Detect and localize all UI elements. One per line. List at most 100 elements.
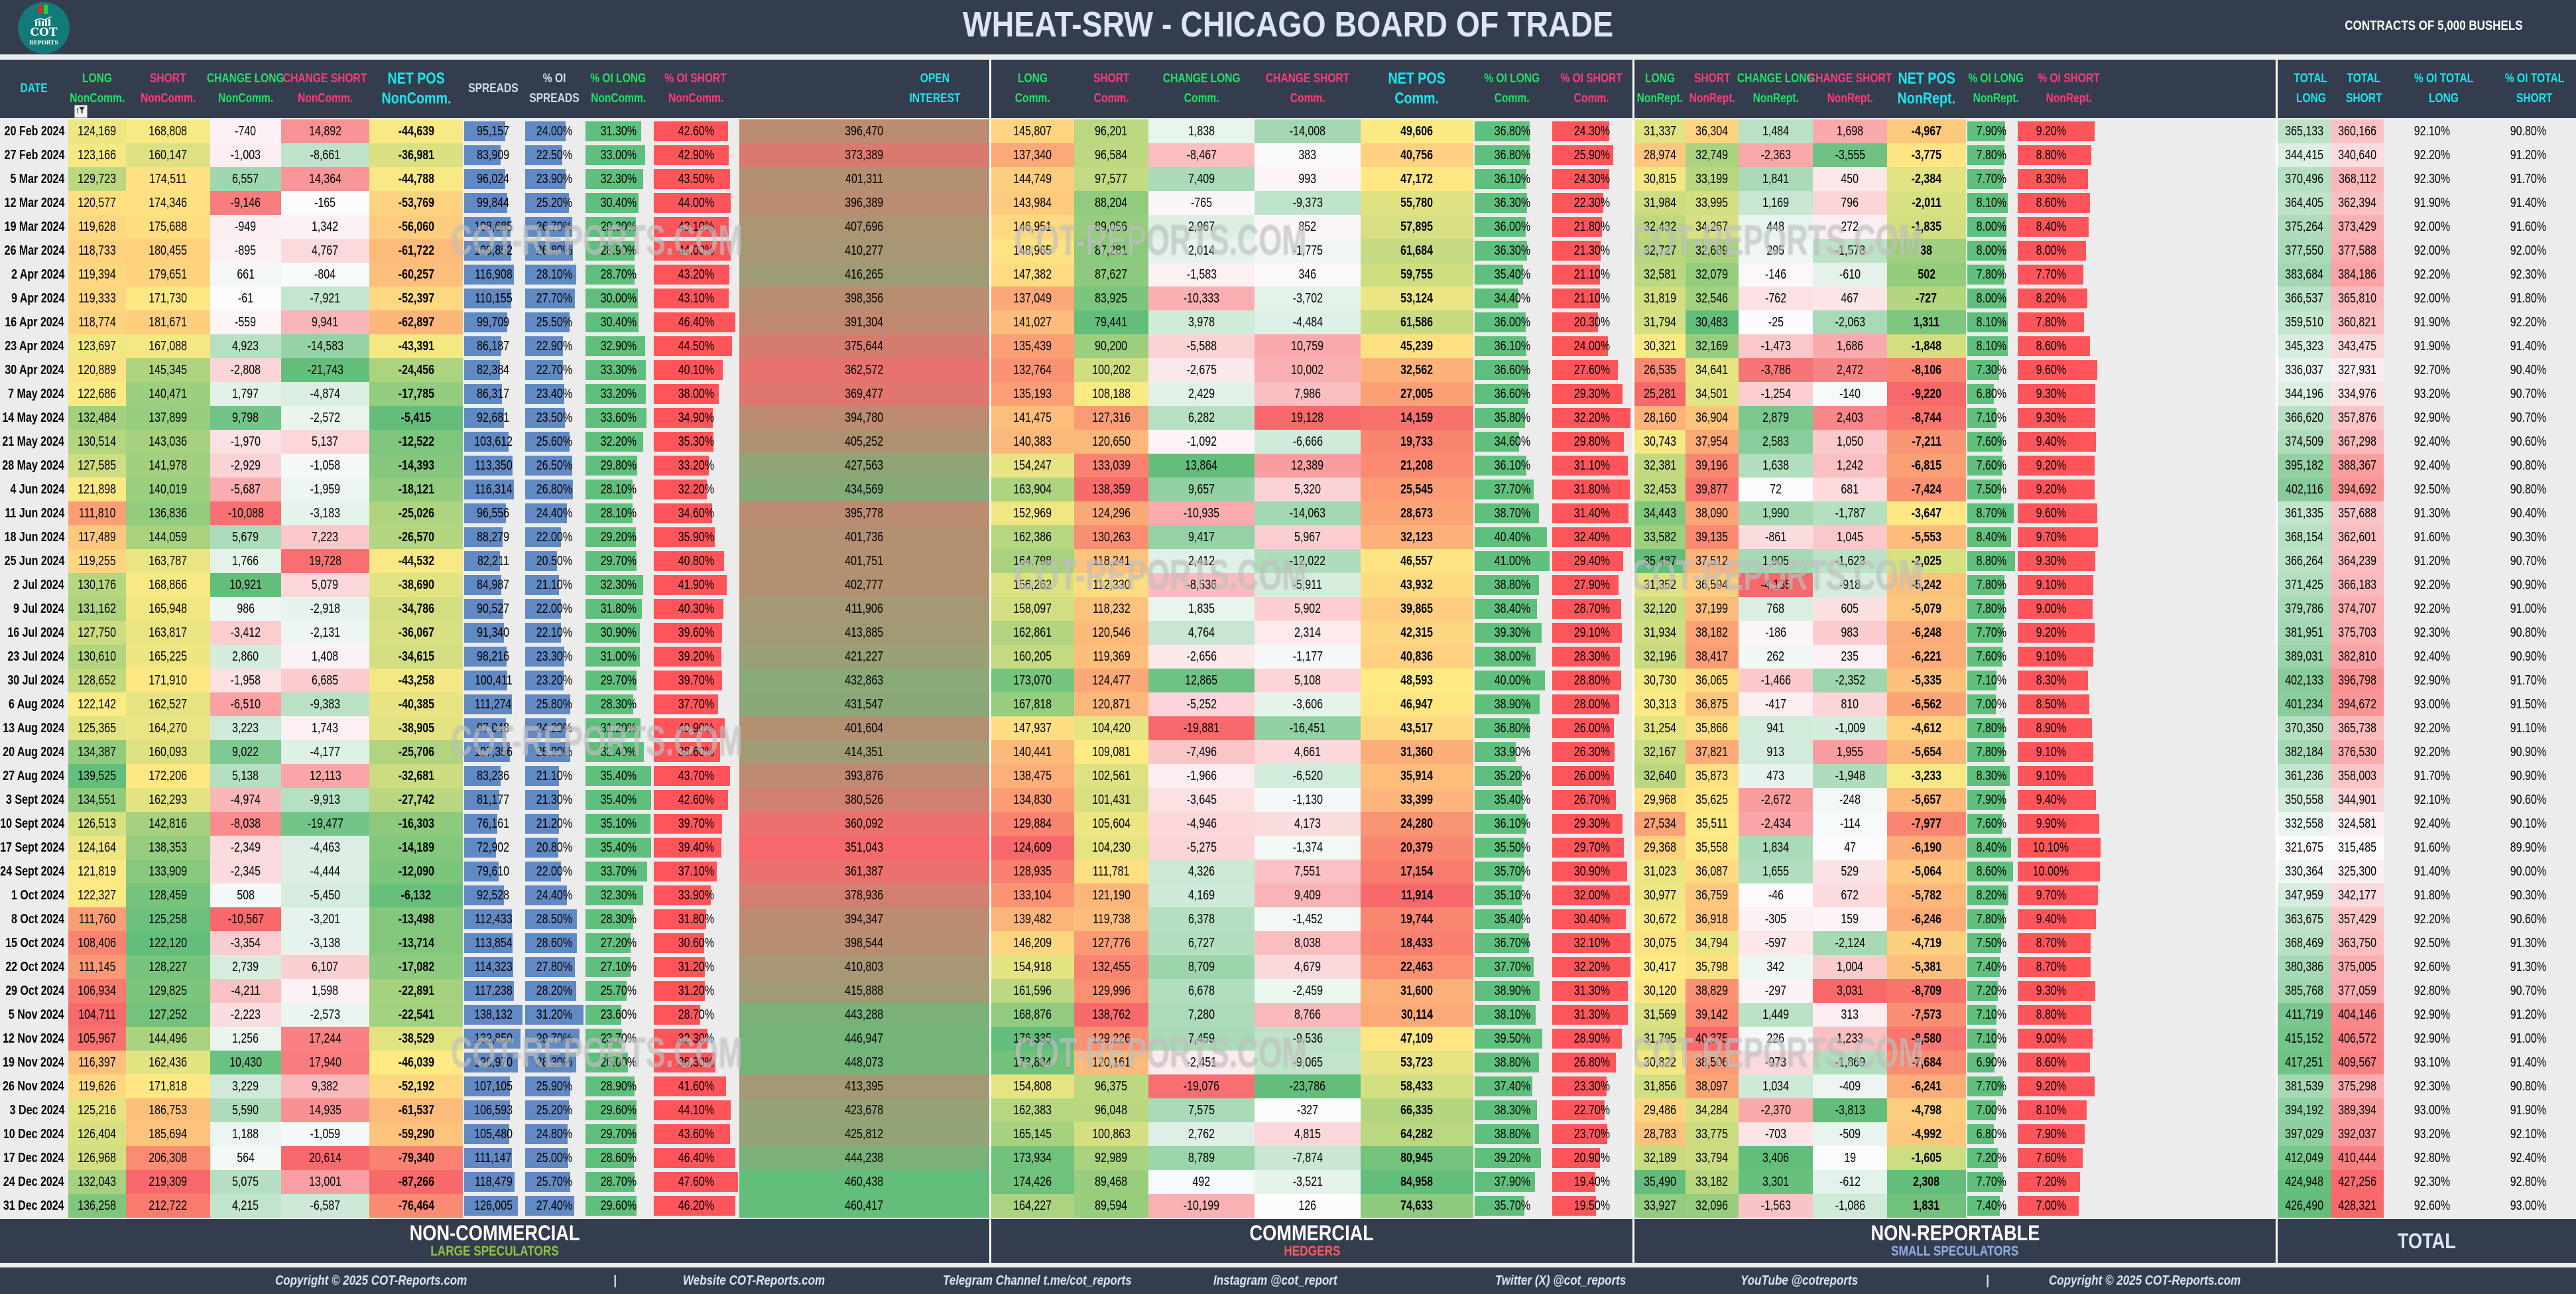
table-row[interactable]: 27 Aug 2024 139,525 172,206 5,138 12,113 -32,… (0, 764, 2576, 788)
table-row[interactable]: 15 Oct 2024 108,406 122,120 -3,354 -3,138 -13… (0, 931, 2576, 955)
header-line-1: % OI LONG (1484, 72, 1540, 86)
table-row[interactable]: 23 Apr 2024 123,697 167,088 4,923 -14,583 -43… (0, 334, 2576, 358)
table-row[interactable]: 31 Dec 2024 136,258 212,722 4,215 -6,587 -76,… (0, 1194, 2576, 1218)
table-row[interactable]: 18 Jun 2024 117,489 144,059 5,679 7,223 -26,5… (0, 525, 2576, 549)
column-header[interactable]: % OI TOTAL SHORT (2480, 60, 2576, 118)
table-row[interactable]: 3 Sept 2024 134,551 162,293 -4,974 -9,913 -27… (0, 788, 2576, 812)
table-row[interactable]: 9 Apr 2024 119,333 171,730 -61 -7,921 -52,397… (0, 287, 2576, 310)
column-header[interactable]: SHORT NonRept. (1686, 60, 1739, 118)
cell-value: 91.80% (2414, 887, 2450, 903)
column-header[interactable]: LONG NonRept. (1634, 60, 1686, 118)
table-row[interactable]: 19 Mar 2024 119,628 175,688 -949 1,342 -56,06… (0, 215, 2576, 239)
table-row[interactable]: 11 Jun 2024 111,810 136,836 -10,088 -3,183 -2… (0, 501, 2576, 525)
data-cell: 92.10% (2384, 119, 2480, 143)
column-header[interactable]: CHANGE SHORT NonRept. (1808, 60, 1892, 118)
table-row[interactable]: 22 Oct 2024 111,145 128,227 2,739 6,107 -17,0… (0, 955, 2576, 979)
column-header[interactable]: CHANGE LONG NonRept. (1737, 60, 1815, 118)
table-row[interactable]: 13 Aug 2024 125,365 164,270 3,223 1,743 -38,9… (0, 716, 2576, 740)
table-row[interactable]: 26 Mar 2024 118,733 180,455 -895 4,767 -61,72… (0, 239, 2576, 263)
cell-value: 377,059 (2338, 983, 2376, 998)
data-cell: 1,797 (210, 382, 281, 406)
telegram-link[interactable]: Telegram Channel t.me/cot_reports (943, 1273, 1132, 1288)
data-bar-cell: 29.70% (1552, 838, 1631, 858)
table-row[interactable]: 4 Jun 2024 121,898 140,019 -5,687 -1,959 -18,… (0, 478, 2576, 501)
sort-filter-button[interactable] (74, 105, 88, 118)
column-header[interactable]: % OI LONG NonRept. (1966, 60, 2026, 118)
table-row[interactable]: 6 Aug 2024 122,142 162,527 -6,510 -9,383 -40,… (0, 692, 2576, 716)
data-cell: 90.40% (2480, 358, 2576, 382)
data-bar-cell: 37.40% (1475, 1076, 1550, 1096)
table-row[interactable]: 2 Jul 2024 130,176 168,866 10,921 5,079 -38,6… (0, 573, 2576, 597)
table-row[interactable]: 10 Dec 2024 126,404 185,694 1,188 -1,059 -59,… (0, 1122, 2576, 1146)
column-header[interactable]: CHANGE SHORT NonComm. (281, 60, 369, 118)
table-row[interactable]: 12 Nov 2024 105,967 144,496 1,256 17,244 -38,… (0, 1027, 2576, 1051)
table-row[interactable]: 8 Oct 2024 111,760 125,258 -10,567 -3,201 -13… (0, 907, 2576, 931)
column-header[interactable]: % OI SHORT Comm. (1551, 60, 1632, 118)
column-header[interactable]: SHORT NonComm. (126, 60, 210, 118)
table-row[interactable]: 28 May 2024 127,585 141,978 -2,929 -1,058 -14… (0, 454, 2576, 478)
column-header[interactable]: TOTAL LONG (2278, 60, 2344, 118)
table-row[interactable]: 25 Jun 2024 119,255 163,787 1,766 19,728 -44,… (0, 549, 2576, 573)
column-header[interactable]: % OI LONG NonComm. (584, 60, 652, 118)
table-row[interactable]: 30 Jul 2024 128,652 171,910 -1,958 6,685 -43,… (0, 669, 2576, 692)
table-row[interactable]: 30 Apr 2024 120,889 145,345 -2,808 -21,743 -2… (0, 358, 2576, 382)
column-header[interactable]: OPEN INTEREST (882, 60, 988, 118)
table-row[interactable]: 7 May 2024 122,686 140,471 1,797 -4,874 -17,7… (0, 382, 2576, 406)
column-header[interactable]: % OI SHORT NonRept. (2026, 60, 2112, 118)
table-row[interactable]: 12 Mar 2024 120,577 174,346 -9,146 -165 -53,7… (0, 191, 2576, 215)
table-row[interactable]: 16 Apr 2024 118,774 181,671 -559 9,941 -62,89… (0, 310, 2576, 334)
bar-fill (654, 336, 732, 356)
table-row[interactable]: 23 Jul 2024 130,610 165,225 2,860 1,408 -34,6… (0, 645, 2576, 669)
table-row[interactable]: 3 Dec 2024 125,216 186,753 5,590 14,935 -61,5… (0, 1098, 2576, 1122)
data-bar-cell: 38.90% (1475, 694, 1550, 714)
header-line-1: CHANGE LONG (207, 72, 284, 86)
column-header[interactable]: SHORT Comm. (1074, 60, 1148, 118)
data-bar-cell: 24.00% (525, 121, 583, 141)
column-header[interactable]: LONG NonComm. (68, 60, 126, 118)
table-row[interactable]: 20 Aug 2024 134,387 160,093 9,022 -4,177 -25,… (0, 740, 2576, 764)
bar-fill (464, 360, 501, 380)
column-header[interactable]: NET POS NonRept. (1887, 60, 1966, 118)
table-row[interactable]: 10 Sept 2024 126,513 142,816 -8,038 -19,477-… (0, 812, 2576, 836)
youtube-link[interactable]: YouTube @cotreports (1741, 1273, 1859, 1288)
column-header[interactable]: CHANGE LONG Comm. (1148, 60, 1255, 118)
column-header[interactable]: % OI SPREADS (524, 60, 585, 118)
column-header[interactable]: TOTAL SHORT (2331, 60, 2397, 118)
cell-value: 8.80% (2036, 147, 2066, 162)
table-row[interactable]: 27 Feb 2024 123,166 160,147 -1,003 -8,661 -36… (0, 143, 2576, 167)
column-header[interactable]: % OI SHORT NonComm. (652, 60, 739, 118)
column-header[interactable]: SPREADS (463, 60, 524, 118)
table-row[interactable]: 5 Mar 2024 129,723 174,511 6,557 14,364 -44,7… (0, 167, 2576, 191)
table-row[interactable]: 17 Sept 2024 124,164 138,353 -2,349 -4,463 -1… (0, 836, 2576, 860)
table-row[interactable]: 14 May 2024 132,484 137,899 9,798 -2,572 -5,4… (0, 406, 2576, 430)
table-row[interactable]: 24 Dec 2024 132,043 219,309 5,075 13,001 -87,… (0, 1170, 2576, 1194)
table-row[interactable]: 26 Nov 2024 119,626 171,818 3,229 9,382 -52,1… (0, 1074, 2576, 1098)
table-row[interactable]: 17 Dec 2024 126,968 206,308 564 20,614 -79,34… (0, 1146, 2576, 1170)
table-row[interactable]: 2 Apr 2024 119,394 179,651 661 -804 -60,257 11… (0, 263, 2576, 287)
column-header[interactable]: NET POS NonComm. (369, 60, 463, 118)
column-header[interactable]: % OI LONG Comm. (1473, 60, 1551, 118)
twitter-link[interactable]: Twitter (X) @cot_reports (1495, 1273, 1626, 1288)
column-header[interactable]: DATE (0, 60, 68, 118)
cell-value: 7.70% (2036, 267, 2066, 282)
table-row[interactable]: 16 Jul 2024 127,750 163,817 -3,412 -2,131 -36… (0, 621, 2576, 645)
column-header[interactable]: NET POS Comm. (1361, 60, 1473, 118)
table-row[interactable]: 29 Oct 2024 106,934 129,825 -4,211 1,598 -22,… (0, 979, 2576, 1003)
table-row[interactable]: 5 Nov 2024 104,711 127,252 -2,223 -2,573 -22,… (0, 1003, 2576, 1027)
cell-value: 7.10% (1976, 1031, 2006, 1046)
data-bar-cell: 35.40% (1475, 909, 1550, 929)
table-row[interactable]: 20 Feb 2024 124,169 168,808 -740 14,892 -44,6… (0, 119, 2576, 143)
table-row[interactable]: 19 Nov 2024 116,397 162,436 10,430 17,940 -46… (0, 1051, 2576, 1074)
column-header[interactable]: CHANGE SHORT Comm. (1255, 60, 1361, 118)
table-row[interactable]: 24 Sept 2024 121,819 133,909 -2,345 -4,444 -1… (0, 860, 2576, 883)
column-header[interactable]: CHANGE LONG NonComm. (207, 60, 284, 118)
instagram-link[interactable]: Instagram @cot_report (1213, 1273, 1337, 1288)
column-header[interactable]: % OI TOTAL LONG (2389, 60, 2498, 118)
table-row[interactable]: 1 Oct 2024 122,327 128,459 508 -5,450 -6,132 9… (0, 883, 2576, 907)
cell-value: 47 (1844, 840, 1856, 855)
table-row[interactable]: 21 May 2024 130,514 143,036 -1,970 5,137 -12,… (0, 430, 2576, 454)
table-row[interactable]: 9 Jul 2024 131,162 165,948 986 -2,918 -34,786… (0, 597, 2576, 621)
website-link[interactable]: Website COT-Reports.com (683, 1273, 826, 1288)
bar-fill (1475, 456, 1526, 476)
column-header[interactable]: LONG Comm. (991, 60, 1074, 118)
